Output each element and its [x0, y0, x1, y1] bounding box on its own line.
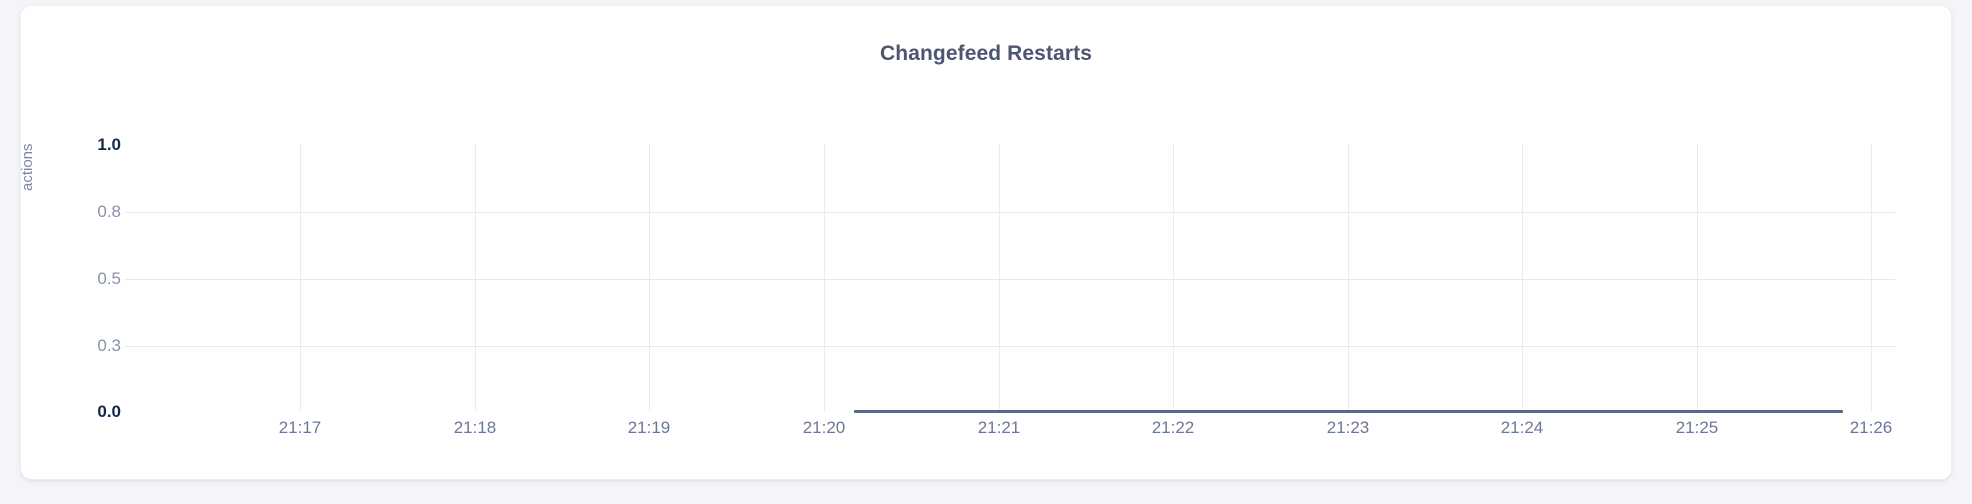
y-tick-0-3: 0.3 — [97, 336, 121, 355]
y-axis-label: actions — [19, 143, 36, 191]
gridline-vertical-2120 — [824, 144, 825, 411]
y-axis-ticks: 1.0 0.8 0.5 0.3 0.0 — [45, 136, 121, 420]
x-tick-2120: 21:20 — [802, 418, 846, 437]
gridline-vertical-2124 — [1522, 144, 1523, 411]
gridline-vertical-2125 — [1697, 144, 1698, 411]
gridline-horizontal-0-8 — [125, 212, 1895, 213]
gridline-vertical-2121 — [999, 144, 1000, 411]
gridline-horizontal-0-3 — [125, 346, 1895, 347]
x-tick-2124: 21:24 — [1500, 418, 1544, 437]
plot-area — [125, 144, 1895, 413]
x-tick-2126: 21:26 — [1849, 418, 1893, 437]
chart-title: Changefeed Restarts — [880, 42, 1092, 65]
series-line-restarts — [854, 410, 1843, 413]
y-tick-0-8: 0.8 — [97, 202, 121, 221]
x-tick-2123: 21:23 — [1326, 418, 1370, 437]
gridline-vertical-2123 — [1348, 144, 1349, 411]
y-tick-0-5: 0.5 — [97, 269, 121, 288]
x-tick-2118: 21:18 — [453, 418, 497, 437]
gridline-vertical-2126 — [1871, 144, 1872, 411]
chart-card: Changefeed Restarts actions 1.0 0.8 0.5 … — [19, 5, 1952, 480]
x-tick-2125: 21:25 — [1675, 418, 1719, 437]
gridline-vertical-2119 — [649, 144, 650, 411]
gridline-horizontal-0-5 — [125, 279, 1895, 280]
y-tick-1-0: 1.0 — [97, 135, 121, 154]
x-tick-2119: 21:19 — [627, 418, 671, 437]
x-axis-ticks: 21:17 21:18 21:19 21:20 21:21 21:22 21:2… — [125, 419, 1895, 443]
gridline-vertical-2122 — [1173, 144, 1174, 411]
gridline-vertical-2118 — [475, 144, 476, 411]
x-tick-2121: 21:21 — [977, 418, 1021, 437]
gridline-vertical-2117 — [300, 144, 301, 411]
y-tick-0-0: 0.0 — [97, 402, 121, 421]
x-tick-2122: 21:22 — [1151, 418, 1195, 437]
x-tick-2117: 21:17 — [278, 418, 322, 437]
